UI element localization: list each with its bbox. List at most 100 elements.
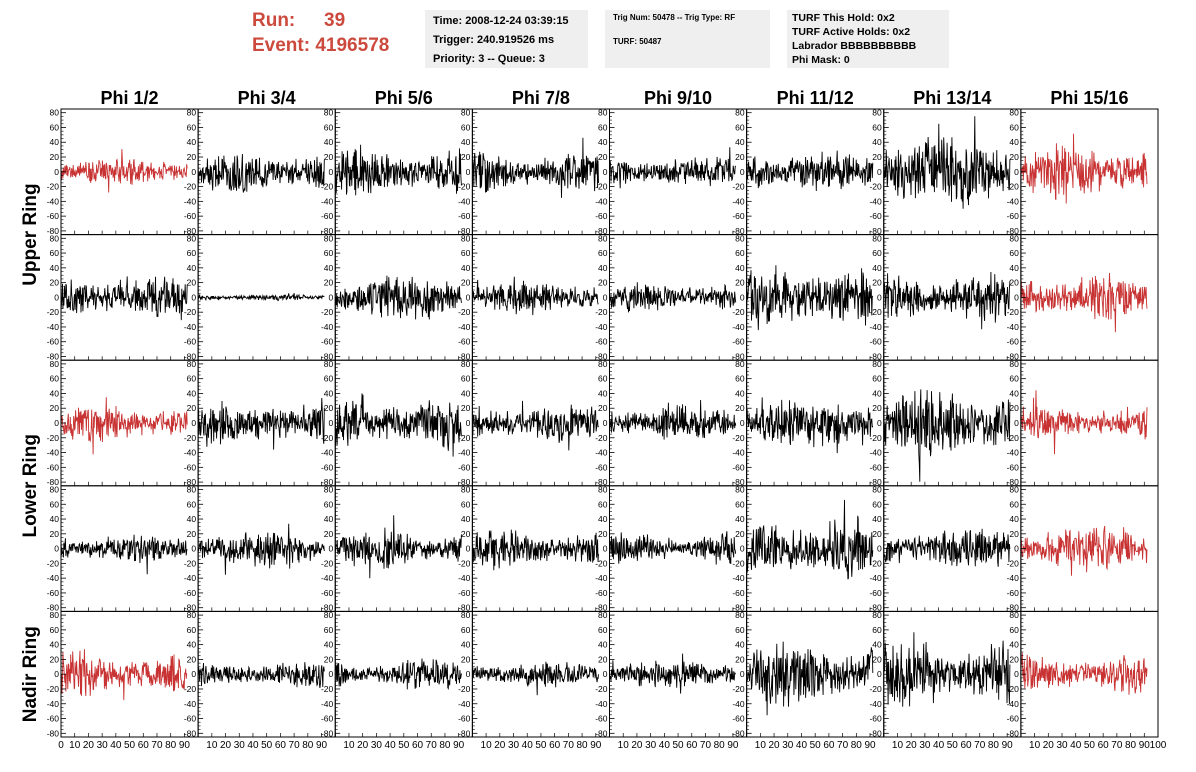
y-tick-label: 60 [50,625,60,635]
y-tick-label: -40 [732,196,745,206]
y-tick-label: -20 [321,684,334,694]
x-tick-label: 50 [810,740,822,751]
y-tick-label: 60 [872,374,882,384]
y-tick-label: 40 [324,640,334,650]
y-tick-label: -20 [47,684,60,694]
x-tick-label: 60 [686,740,698,751]
y-tick-label: -40 [321,573,334,583]
y-tick-label: 0 [54,418,59,428]
y-tick-label: -60 [321,211,334,221]
y-tick-label: -20 [595,307,608,317]
x-tick-label: 10 [1029,740,1041,751]
y-tick-label: 20 [598,403,608,413]
y-tick-label: 20 [50,278,60,288]
y-tick-label: 80 [461,610,471,620]
y-tick-label: -40 [321,322,334,332]
y-tick-label: -80 [732,728,745,738]
column-header: Phi 1/2 [101,88,159,108]
y-tick-label: 20 [461,152,471,162]
x-tick-label: 40 [522,740,534,751]
y-tick-label: 0 [191,292,196,302]
y-tick-label: 20 [324,403,334,413]
y-tick-label: -60 [869,462,882,472]
y-tick-label: -40 [184,699,197,709]
y-tick-label: 0 [191,669,196,679]
y-tick-label: -80 [458,226,471,236]
waveform-trace [1020,525,1148,576]
y-tick-label: 40 [324,263,334,273]
x-tick-label: 100 [1150,740,1167,751]
x-tick-label: 60 [412,740,424,751]
y-tick-label: 60 [598,248,608,258]
y-tick-label: 40 [324,137,334,147]
y-tick-label: 40 [187,263,197,273]
x-tick-label: 30 [782,740,794,751]
waveform-trace [197,397,325,450]
y-tick-label: 20 [598,529,608,539]
y-tick-label: 20 [187,278,197,288]
y-tick-label: -80 [321,352,334,362]
column-header: Phi 3/4 [238,88,296,108]
y-tick-label: 60 [187,122,197,132]
y-tick-label: -80 [184,352,197,362]
y-tick-label: 40 [872,640,882,650]
y-tick-label: 40 [461,388,471,398]
waveform-trace [609,399,737,440]
y-tick-label: 0 [877,418,882,428]
y-tick-label: 20 [872,529,882,539]
y-tick-label: -40 [47,699,60,709]
x-tick-label: 30 [919,740,931,751]
y-tick-label: 0 [1014,167,1019,177]
y-tick-label: 20 [598,278,608,288]
y-tick-label: -80 [458,603,471,613]
y-tick-label: -40 [1007,699,1020,709]
y-tick-label: -20 [184,182,197,192]
waveform-trace [1020,133,1148,204]
x-tick-label: 80 [439,740,451,751]
waveform-trace [334,658,462,690]
waveform-trace [609,531,737,565]
y-tick-label: -60 [1007,462,1020,472]
y-tick-label: -20 [1007,307,1020,317]
y-tick-label: 60 [872,625,882,635]
y-tick-label: 60 [735,374,745,384]
y-tick-label: -60 [47,462,60,472]
x-tick-label: 60 [549,740,561,751]
x-tick-label: 20 [631,740,643,751]
y-tick-label: 80 [872,359,882,369]
y-tick-label: -80 [184,477,197,487]
y-tick-label: 80 [50,108,60,118]
y-tick-label: -80 [1007,352,1020,362]
y-tick-label: -60 [595,462,608,472]
y-tick-label: -20 [321,182,334,192]
waveform-trace [471,400,599,451]
waveform-trace [471,137,599,198]
y-tick-label: 40 [187,137,197,147]
y-tick-label: 40 [1009,514,1019,524]
x-tick-label: 90 [453,740,465,751]
y-tick-label: -40 [595,699,608,709]
y-tick-label: -80 [1007,728,1020,738]
y-tick-label: 40 [50,137,60,147]
y-tick-label: -40 [321,699,334,709]
y-tick-label: 0 [466,167,471,177]
y-tick-label: 40 [598,514,608,524]
y-tick-label: 80 [735,233,745,243]
x-tick-label: 50 [261,740,273,751]
y-tick-label: 80 [50,610,60,620]
y-tick-label: 0 [877,669,882,679]
y-tick-label: -40 [595,196,608,206]
y-tick-label: 40 [50,640,60,650]
y-tick-label: -40 [184,573,197,583]
y-tick-label: -80 [458,728,471,738]
x-tick-label: 30 [508,740,520,751]
y-tick-label: 80 [872,108,882,118]
y-tick-label: -40 [47,196,60,206]
column-header: Phi 9/10 [644,88,712,108]
y-tick-label: 40 [1009,640,1019,650]
y-tick-label: -80 [732,477,745,487]
waveform-trace [471,529,599,571]
y-tick-label: -80 [869,728,882,738]
x-tick-label: 40 [933,740,945,751]
y-tick-label: -60 [869,588,882,598]
